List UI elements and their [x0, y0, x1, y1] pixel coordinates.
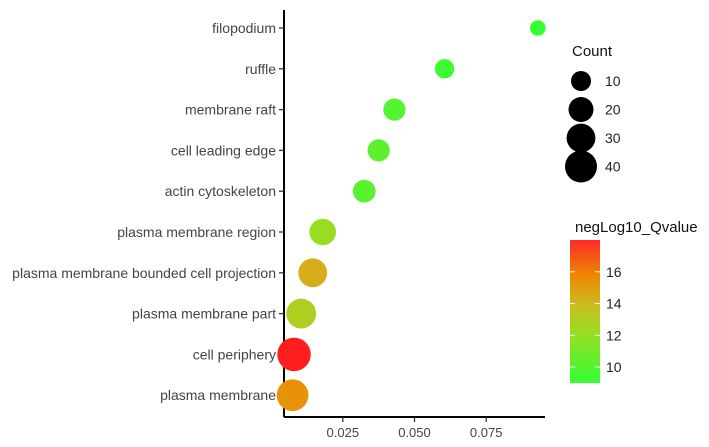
size-legend-title: Count [572, 43, 613, 60]
size-legend-label: 30 [605, 130, 621, 146]
color-legend-title: negLog10_Qvalue [575, 219, 698, 236]
data-point [352, 179, 376, 203]
y-tick-label: cell periphery [193, 346, 276, 362]
data-point [309, 218, 337, 246]
y-tick-label: cell leading edge [171, 142, 276, 158]
data-point [530, 20, 546, 36]
colorbar-tick-label: 14 [606, 296, 622, 312]
size-legend-circle [566, 123, 596, 153]
size-legend: Count 10 20 30 40 [564, 43, 621, 183]
size-legend-circle [564, 150, 598, 183]
data-points [276, 20, 546, 412]
colorbar [570, 240, 600, 383]
y-tick-label: plasma membrane part [132, 306, 276, 322]
y-tick-label: plasma membrane [160, 387, 276, 403]
size-legend-label: 10 [605, 73, 621, 89]
y-tick-label: membrane raft [185, 102, 276, 118]
x-tick-label: 0.025 [327, 425, 360, 440]
y-tick-label: plasma membrane bounded cell projection [12, 265, 276, 281]
y-tick-label: plasma membrane region [117, 224, 276, 240]
size-legend-circle [570, 70, 592, 92]
y-tick-label: ruffle [245, 61, 276, 77]
y-tick-label: filopodium [212, 20, 276, 36]
size-legend-label: 40 [605, 159, 621, 175]
data-point [298, 258, 328, 288]
data-point [277, 337, 311, 372]
data-point [434, 59, 455, 79]
data-point [367, 139, 390, 162]
y-tick-label: actin cytoskeleton [165, 183, 276, 199]
size-legend-label: 20 [605, 102, 621, 118]
x-tick-label: 0.075 [470, 425, 503, 440]
colorbar-tick-label: 12 [606, 327, 622, 343]
colorbar-tick-label: 10 [606, 359, 622, 375]
data-point [276, 379, 309, 412]
color-legend: negLog10_Qvalue 10 12 14 16 [570, 219, 698, 383]
size-legend-circle [568, 97, 594, 122]
data-point [383, 98, 406, 121]
colorbar-tick-label: 16 [606, 264, 622, 280]
x-tick-label: 0.050 [398, 425, 431, 440]
axes: filopodium ruffle membrane raft cell leadin… [12, 10, 545, 440]
data-point [286, 298, 317, 329]
